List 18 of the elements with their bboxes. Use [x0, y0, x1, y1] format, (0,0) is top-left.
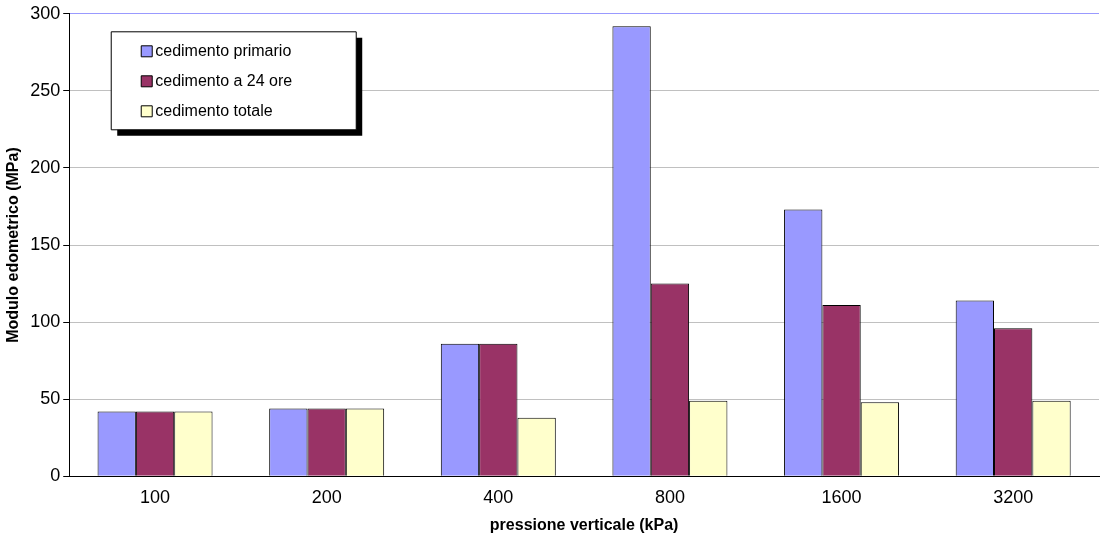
y-tick-label: 0: [50, 465, 61, 486]
y-tick-label: 150: [30, 233, 61, 254]
y-tick-label: 200: [30, 156, 61, 177]
x-tick-label: 400: [483, 486, 514, 507]
legend-label: cedimento totale: [155, 102, 273, 120]
y-tick-label: 300: [30, 2, 61, 23]
y-tick-label: 100: [30, 311, 61, 332]
y-tick-label: 250: [30, 79, 61, 100]
x-tick-label: 1600: [821, 486, 862, 507]
y-axis-title: Modulo edometrico (MPa): [4, 147, 22, 343]
legend-label: cedimento a 24 ore: [155, 72, 293, 90]
x-tick-label: 200: [311, 486, 342, 507]
y-tick-label: 50: [40, 388, 61, 409]
x-tick-label: 3200: [993, 486, 1034, 507]
x-axis-title: pressione verticale (kPa): [489, 515, 679, 533]
x-tick-label: 800: [654, 486, 685, 507]
legend-label: cedimento primario: [155, 42, 292, 60]
x-tick-label: 100: [140, 486, 171, 507]
